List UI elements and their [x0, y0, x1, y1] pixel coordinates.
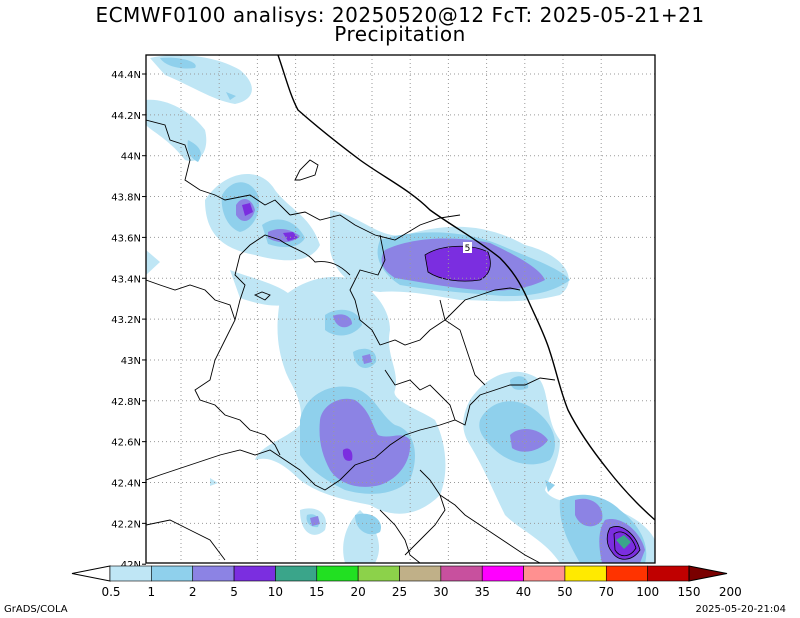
colorbar-tick-label: 200 [719, 585, 742, 599]
chart-subtitle: Precipitation [334, 22, 466, 46]
lat-label: 43.6N [111, 233, 141, 244]
colorbar-swatch [233, 565, 276, 582]
colorbar-tick-label: 25 [392, 585, 407, 599]
colorbar-tick-label: 100 [636, 585, 659, 599]
colorbar-swatch [192, 565, 235, 582]
colorbar [71, 565, 728, 582]
lat-label: 43.2N [111, 315, 141, 326]
colorbar-ticks: 0.5 1 2 5 10 15 20 25 30 35 40 50 70 100 150 200 [101, 585, 741, 599]
colorbar-tick-label: 70 [599, 585, 614, 599]
lat-label: 43N [121, 356, 141, 367]
colorbar-under-arrow [71, 565, 111, 582]
contour-lines [424, 245, 641, 560]
lat-label: 44N [121, 152, 141, 163]
lat-label: 44.2N [111, 111, 141, 122]
lat-label: 43.4N [111, 274, 141, 285]
colorbar-swatch [523, 565, 566, 582]
colorbar-tick-label: 40 [516, 585, 531, 599]
precip-band-teal [616, 535, 631, 549]
lat-label: 44.4N [111, 70, 141, 81]
precipitation-field [146, 55, 655, 563]
colorbar-tick-label: 5 [230, 585, 238, 599]
colorbar-swatch [151, 565, 194, 582]
footer-left: GrADS/COLA [4, 604, 68, 615]
colorbar-swatch [399, 565, 442, 582]
colorbar-tick-label: 10 [268, 585, 283, 599]
colorbar-tick-label: 1 [148, 585, 156, 599]
colorbar-tick-label: 2 [189, 585, 197, 599]
chart-title: ECMWF0100 analisys: 20250520@12 FcT: 202… [95, 3, 705, 27]
colorbar-swatch [316, 565, 359, 582]
boundaries [146, 55, 655, 563]
colorbar-tick-label: 35 [475, 585, 490, 599]
colorbar-tick-label: 20 [351, 585, 366, 599]
colorbar-swatch [564, 565, 607, 582]
precip-band-blue [236, 198, 645, 563]
colorbar-tick-label: 50 [557, 585, 572, 599]
colorbar-swatch [647, 565, 690, 582]
colorbar-tick-label: 0.5 [101, 585, 120, 599]
colorbar-swatch [275, 565, 318, 582]
contour-label-box [463, 242, 472, 253]
colorbar-swatch [605, 565, 648, 582]
coastline [277, 55, 655, 521]
colorbar-swatch [109, 565, 152, 582]
precip-band-violet [242, 203, 640, 560]
colorbar-tick-label: 150 [678, 585, 701, 599]
colorbar-swatch [357, 565, 400, 582]
lat-axis-labels: 44.4N 44.2N 44N 43.8N 43.6N 43.4N 43.2N 43N 42.8… [111, 70, 146, 571]
colorbar-swatch [481, 565, 524, 582]
contour-label: 5 [465, 244, 471, 254]
lat-label: 42.6N [111, 438, 141, 449]
region-borders [146, 119, 556, 563]
lat-label: 42.4N [111, 479, 141, 490]
footer-right: 2025-05-20-21:04 [695, 604, 786, 615]
colorbar-tick-label: 30 [433, 585, 448, 599]
colorbar-over-arrow [688, 565, 728, 582]
colorbar-tick-label: 15 [309, 585, 324, 599]
lat-label: 42.2N [111, 519, 141, 530]
lat-label: 43.8N [111, 193, 141, 204]
plot-frame [145, 54, 656, 564]
lat-label: 42.8N [111, 397, 141, 408]
colorbar-swatch [440, 565, 483, 582]
